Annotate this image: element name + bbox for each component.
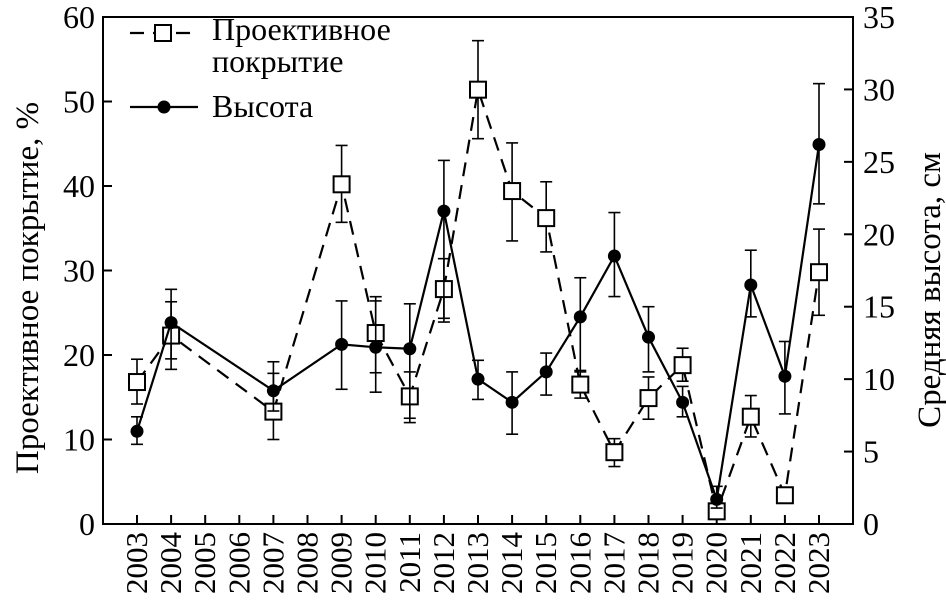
legend-swatch-height-marker [157, 100, 171, 114]
x-tick-label: 2008 [290, 532, 325, 594]
legend: Проективное покрытие Высота [130, 11, 391, 124]
data-point [812, 137, 826, 151]
data-point [710, 492, 724, 506]
right-tick-label: 10 [863, 361, 895, 397]
data-point [676, 395, 690, 409]
x-tick-label: 2020 [699, 532, 734, 594]
x-tick-label: 2003 [119, 532, 154, 594]
x-tick-label: 2017 [596, 532, 631, 594]
left-tick-label: 50 [63, 84, 95, 120]
data-point [471, 372, 485, 386]
legend-swatch-coverage-marker [154, 24, 172, 42]
right-axis: 0 5 10 15 20 25 30 35 [844, 0, 895, 542]
x-tick-label: 2012 [426, 532, 461, 594]
x-tick-label: 2014 [494, 532, 529, 595]
data-point [332, 175, 351, 194]
data-point [778, 369, 792, 383]
x-axis: 2003 2004 2005 2006 2007 2008 2009 2010 2011 2012… [119, 515, 836, 594]
data-point [369, 340, 383, 354]
data-point [642, 330, 655, 344]
x-tick-label: 2009 [324, 532, 359, 594]
right-tick-label: 35 [863, 0, 895, 35]
right-tick-label: 20 [863, 216, 895, 252]
x-tick-label: 2018 [631, 532, 666, 594]
data-point [128, 373, 146, 392]
left-axis: 0 10 20 30 40 50 60 [63, 0, 112, 542]
data-point [605, 443, 624, 462]
data-point [573, 310, 587, 324]
data-point [673, 356, 692, 375]
right-axis-label: Средняя высота, см [912, 152, 946, 428]
left-tick-label: 10 [63, 422, 95, 458]
right-tick-label: 30 [863, 71, 895, 107]
left-axis-label: Проективное покрытие, % [10, 102, 46, 474]
data-point [266, 384, 280, 398]
data-point [469, 80, 487, 99]
x-tick-label: 2004 [153, 532, 188, 595]
series-height [130, 82, 826, 509]
data-point [505, 395, 519, 409]
data-point [437, 204, 451, 218]
x-tick-label: 2021 [733, 532, 768, 594]
data-point [607, 249, 621, 263]
x-tick-label: 2015 [528, 532, 563, 594]
data-point [130, 424, 144, 438]
x-tick-label: 2013 [460, 532, 495, 594]
right-tick-label: 5 [863, 434, 879, 470]
data-point [744, 278, 758, 292]
data-point [639, 389, 658, 408]
data-point [741, 407, 760, 426]
right-tick-label: 15 [863, 289, 895, 325]
data-point [335, 337, 349, 351]
x-tick-label: 2007 [255, 532, 290, 594]
left-tick-label: 20 [63, 337, 95, 373]
data-point [164, 316, 178, 330]
left-tick-label: 60 [63, 0, 95, 35]
data-point [571, 375, 590, 394]
right-tick-label: 25 [863, 144, 895, 180]
x-tick-label: 2006 [221, 532, 256, 594]
x-tick-label: 2011 [392, 532, 427, 593]
left-tick-label: 40 [63, 168, 95, 204]
legend-label-height: Высота [212, 88, 313, 124]
left-tick-label: 0 [79, 506, 95, 542]
left-tick-label: 30 [63, 253, 95, 289]
legend-label-coverage-line2: покрытие [212, 43, 343, 79]
data-point [537, 209, 556, 228]
data-point [503, 182, 522, 201]
right-tick-label: 0 [863, 506, 879, 542]
data-point [403, 342, 417, 356]
series-line [136, 89, 821, 516]
data-point [539, 365, 553, 379]
x-tick-label: 2005 [187, 532, 222, 594]
x-tick-label: 2016 [562, 532, 597, 594]
x-tick-label: 2022 [767, 532, 802, 594]
x-tick-label: 2019 [665, 532, 700, 594]
data-point [810, 263, 828, 282]
x-tick-label: 2010 [358, 532, 393, 594]
legend-item-coverage: Проективное покрытие [130, 11, 391, 79]
x-tick-label: 2023 [801, 532, 836, 594]
series-coverage [128, 39, 828, 521]
data-point [775, 486, 794, 505]
legend-label-coverage-line1: Проективное [212, 11, 391, 47]
legend-item-height: Высота [130, 88, 313, 124]
series-line [135, 144, 821, 500]
